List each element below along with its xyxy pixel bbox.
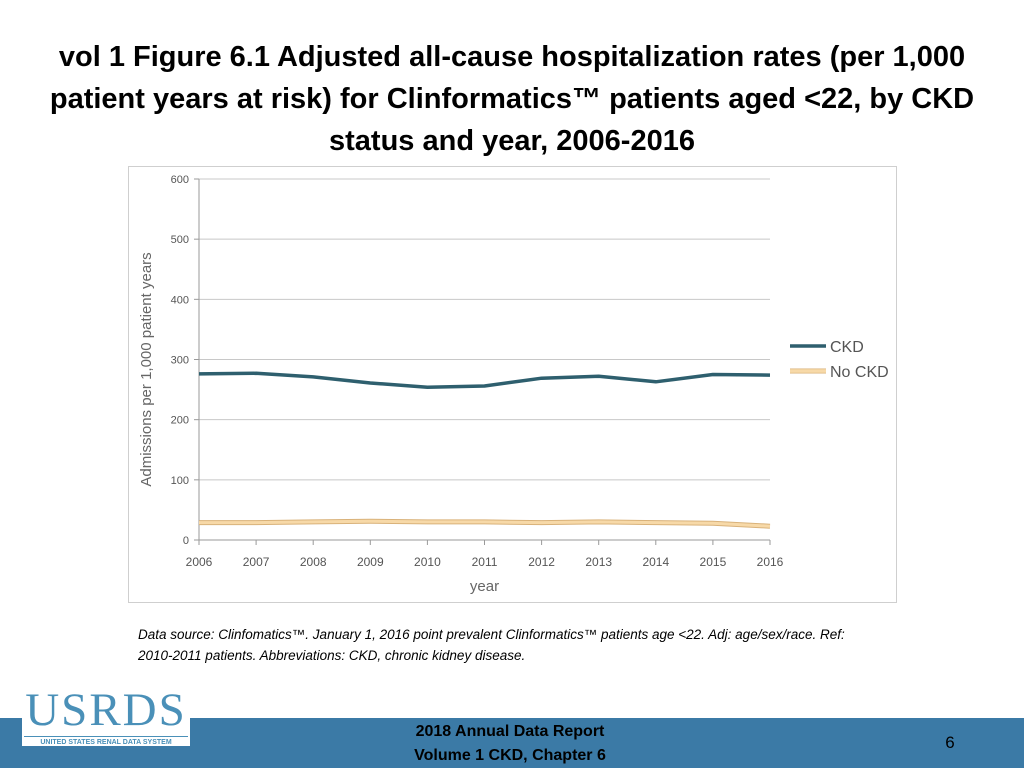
y-tick-label-200: 200 [171, 415, 189, 427]
x-tick-label-2014: 2014 [642, 555, 669, 569]
x-tick-label-2015: 2015 [700, 555, 727, 569]
x-tick-label-2011: 2011 [472, 555, 498, 569]
legend-label-no-ckd: No CKD [830, 364, 889, 381]
footer-line-2: Volume 1 CKD, Chapter 6 [414, 747, 606, 764]
x-tick-label-2012: 2012 [528, 555, 555, 569]
y-tick-label-500: 500 [171, 234, 189, 246]
legend-label-ckd: CKD [830, 339, 864, 356]
footer-report-title: 2018 Annual Data Report Volume 1 CKD, Ch… [360, 720, 660, 768]
logo-subtext: UNITED STATES RENAL DATA SYSTEM [40, 739, 172, 746]
slide-title: vol 1 Figure 6.1 Adjusted all-cause hosp… [49, 41, 975, 157]
data-source-note: Data source: Clinfomatics™. January 1, 2… [138, 627, 845, 663]
usrds-logo: USRDS UNITED STATES RENAL DATA SYSTEM [22, 684, 190, 746]
y-tick-label-400: 400 [171, 294, 189, 306]
x-tick-label-2009: 2009 [357, 555, 384, 569]
y-tick-label-0: 0 [183, 535, 189, 547]
y-tick-label-300: 300 [171, 355, 189, 367]
x-tick-label-2010: 2010 [414, 555, 441, 569]
x-tick-label-2007: 2007 [243, 555, 270, 569]
logo-rule [24, 736, 188, 737]
y-tick-label-600: 600 [171, 174, 189, 186]
series-line-no-ckd [199, 519, 771, 528]
x-tick-label-2013: 2013 [585, 555, 612, 569]
x-axis-title: year [470, 578, 499, 595]
line-chart: 0 100 200 300 400 500 600 2006 2007 2008 2009 2010 2… [138, 174, 889, 595]
y-axis-title: Admissions per 1,000 patient years [138, 252, 155, 486]
page-number: 6 [945, 733, 955, 752]
chart-area: 0 100 200 300 400 500 600 2006 2007 2008 2009 2010 2… [128, 166, 897, 603]
logo-text: USRDS [25, 684, 187, 736]
x-tick-label-2006: 2006 [186, 555, 213, 569]
y-tick-label-100: 100 [171, 475, 189, 487]
series-line-ckd [198, 371, 771, 389]
footer-line-1: 2018 Annual Data Report [415, 723, 605, 740]
x-tick-label-2008: 2008 [300, 555, 327, 569]
x-tick-label-2016: 2016 [757, 555, 784, 569]
